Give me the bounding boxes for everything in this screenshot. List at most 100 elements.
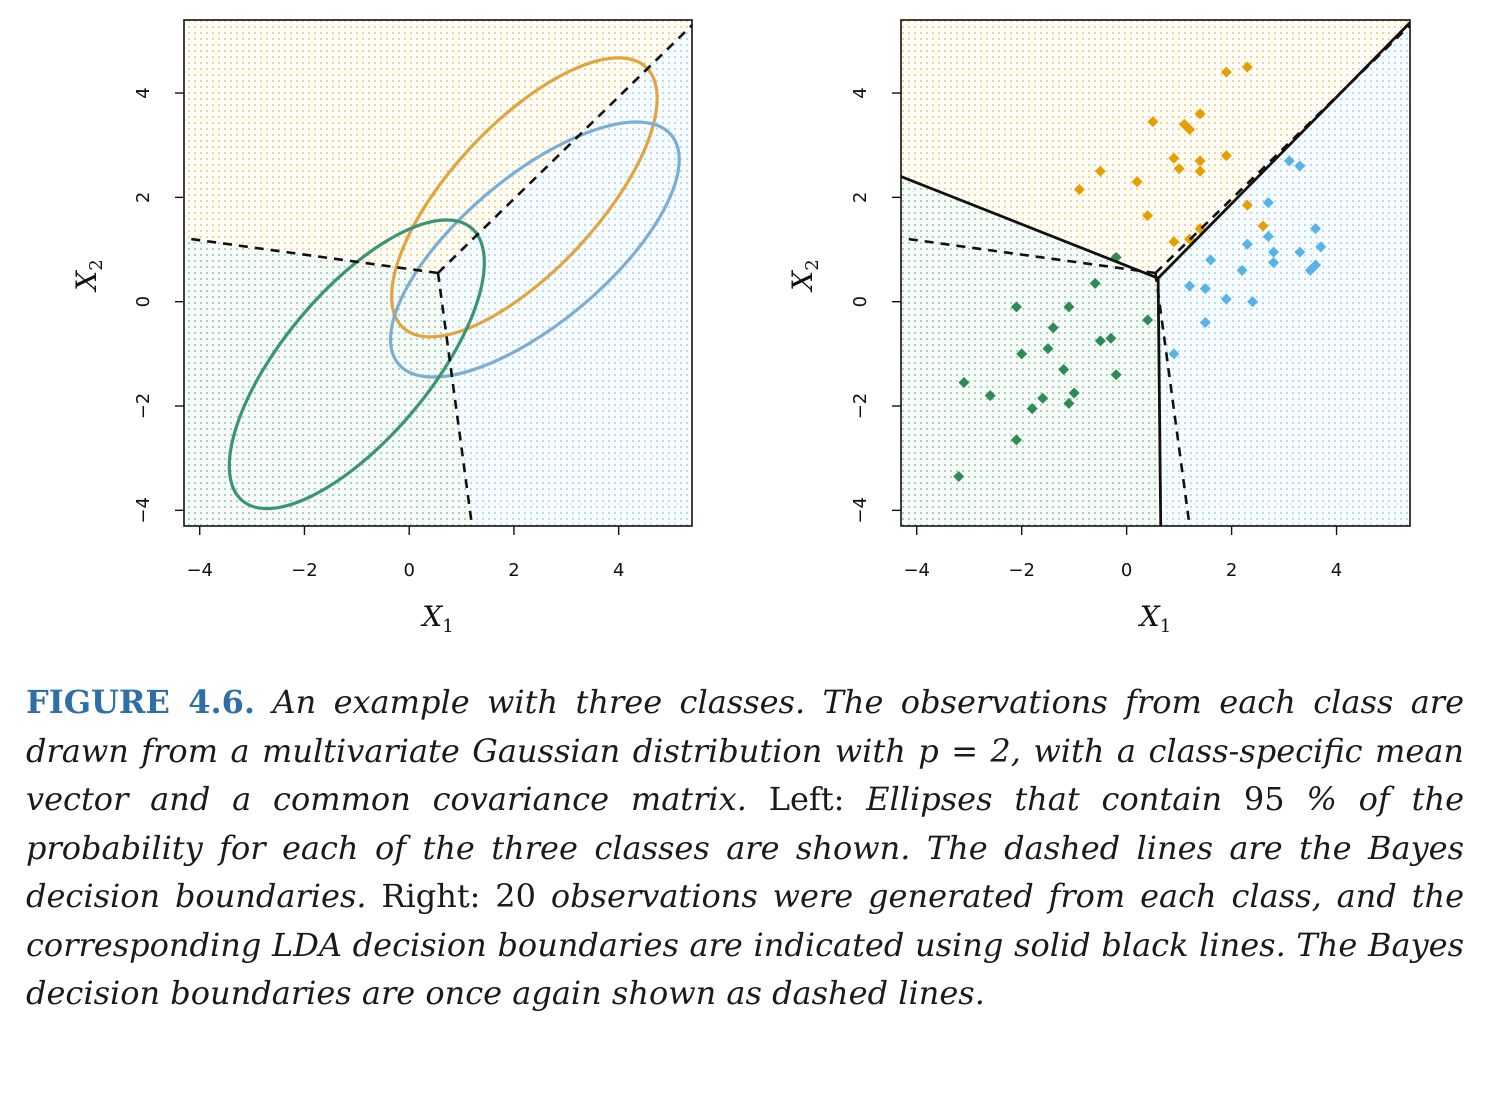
y-axis-label-sub: 2: [802, 259, 823, 270]
point-green: [1010, 434, 1022, 446]
point-green: [984, 390, 996, 402]
point-orange: [1131, 176, 1143, 188]
point-blue: [1294, 160, 1306, 172]
point-green: [958, 377, 970, 389]
lda-boundary: [901, 175, 1159, 280]
point-orange: [1241, 199, 1253, 211]
ellipse-blue: [388, 120, 681, 379]
y-tick-label: −4: [133, 497, 154, 524]
point-orange: [1073, 184, 1085, 196]
right-panel: −4 −2 0 2 4 −4 −2 0 2 4 X1 X2: [786, 19, 1411, 637]
point-blue: [1315, 241, 1327, 253]
caption-segment: observations were generated from each cl…: [26, 877, 1465, 1012]
plot-frame: [183, 19, 693, 527]
y-axis-label: X2: [786, 259, 823, 292]
caption-segment: Left:: [768, 780, 867, 818]
point-orange: [1184, 124, 1196, 136]
point-orange: [1142, 210, 1154, 222]
point-orange: [1168, 236, 1180, 248]
plot-area: [901, 20, 1410, 526]
y-tick-label: 2: [850, 192, 871, 203]
point-green: [1042, 343, 1054, 355]
figure-label: FIGURE 4.6.: [26, 683, 256, 721]
x-tick-label: 0: [403, 560, 414, 581]
point-orange: [1147, 116, 1159, 128]
y-tick-label: 4: [850, 87, 871, 98]
x-tick-label: −2: [1008, 560, 1035, 581]
bayes-boundary: [437, 24, 692, 274]
plot-frame: [900, 19, 1411, 527]
point-green: [1063, 397, 1075, 409]
lda-boundary: [1156, 278, 1163, 526]
point-orange: [1220, 66, 1232, 78]
region-orange: [184, 20, 692, 273]
point-blue: [1262, 230, 1274, 242]
caption-segment: An example with three classes. The obser…: [26, 683, 1465, 818]
region-blue: [1158, 22, 1410, 526]
x-tick-label: −2: [291, 560, 318, 581]
point-orange: [1168, 152, 1180, 164]
bayes-boundary: [436, 272, 474, 526]
point-orange: [1257, 220, 1269, 232]
point-orange: [1241, 61, 1253, 73]
region-green: [901, 176, 1161, 526]
point-orange: [1194, 108, 1206, 120]
left-panel: −4 −2 0 2 4 −4 −2 0 2 4 X1 X2: [70, 19, 693, 637]
lda-boundary: [1157, 21, 1410, 280]
region-blue: [438, 25, 692, 526]
y-tick-label: 0: [133, 296, 154, 307]
point-orange: [1194, 165, 1206, 177]
caption-segment: Right: 20: [381, 877, 551, 915]
x-tick-label: 4: [1331, 560, 1342, 581]
y-tick-label: −2: [133, 393, 154, 420]
y-axis-label: X2: [70, 259, 107, 292]
bayes-boundary: [1154, 272, 1191, 526]
point-blue: [1199, 317, 1211, 329]
region-orange: [901, 20, 1410, 279]
point-blue: [1220, 293, 1232, 305]
caption-segment: % of the probability for each of the thr…: [26, 780, 1464, 915]
point-blue: [1241, 238, 1253, 250]
x-tick-label: 4: [613, 560, 624, 581]
y-tick-label: 4: [133, 87, 154, 98]
point-green: [1094, 335, 1106, 347]
x-tick-label: 0: [1121, 560, 1132, 581]
point-green: [1110, 369, 1122, 381]
point-green: [1010, 301, 1022, 313]
x-tick-label: 2: [1226, 560, 1237, 581]
caption-segment: 95: [1243, 780, 1307, 818]
point-green: [1089, 277, 1101, 289]
figure-panels: −4 −2 0 2 4 −4 −2 0 2 4 X1 X2 −4 −2 0 2 4 −4 −2 0 2 4 X1 X2: [70, 19, 1411, 637]
point-orange: [1094, 165, 1106, 177]
y-tick-label: −4: [850, 497, 871, 524]
point-green: [1047, 322, 1059, 334]
point-blue: [1236, 264, 1248, 276]
point-green: [1026, 403, 1038, 415]
y-tick-label: 2: [133, 192, 154, 203]
point-green: [1063, 301, 1075, 313]
x-axis-label: X1: [1138, 600, 1171, 637]
figure-caption: FIGURE 4.6. An example with three classe…: [26, 678, 1464, 1018]
point-blue: [1199, 283, 1211, 295]
point-blue: [1310, 223, 1322, 235]
x-tick-label: −4: [186, 560, 213, 581]
x-axis-label-sub: 1: [1160, 616, 1171, 637]
ellipse-green: [227, 218, 486, 511]
y-axis-label-sub: 2: [86, 259, 107, 270]
point-blue: [1247, 296, 1259, 308]
y-tick-label: 0: [850, 296, 871, 307]
point-blue: [1205, 254, 1217, 266]
x-axis-label-sub: 1: [442, 616, 453, 637]
point-orange: [1173, 163, 1185, 175]
x-tick-label: 2: [508, 560, 519, 581]
region-green: [184, 238, 473, 526]
point-green: [953, 470, 965, 482]
x-tick-label: −4: [903, 560, 930, 581]
point-blue: [1283, 155, 1295, 167]
plot-area: [184, 20, 692, 526]
x-axis-label: X1: [420, 600, 453, 637]
point-orange: [1220, 150, 1232, 162]
point-green: [1016, 348, 1028, 360]
point-orange: [1194, 155, 1206, 167]
point-green: [1142, 314, 1154, 326]
